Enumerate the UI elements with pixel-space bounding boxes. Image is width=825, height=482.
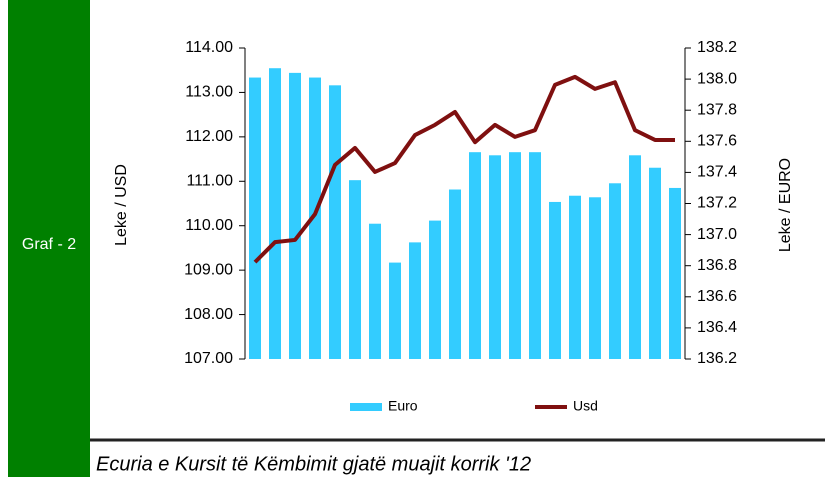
bar <box>469 152 481 359</box>
y2-tick-label: 136.8 <box>697 257 737 274</box>
bar <box>329 85 341 359</box>
bar <box>669 187 681 359</box>
y-tick-label: 113.00 <box>185 84 233 101</box>
side-strip <box>8 0 90 477</box>
y2-tick-label: 137.8 <box>697 101 737 118</box>
y-tick-label: 107.00 <box>184 350 233 367</box>
bar <box>449 189 461 359</box>
legend-label: Usd <box>573 398 598 414</box>
bar <box>429 220 441 359</box>
y2-tick-label: 137.0 <box>697 226 737 243</box>
y-tick-label: 108.00 <box>184 306 233 323</box>
bar <box>549 201 561 359</box>
y2-tick-label: 137.6 <box>697 133 737 150</box>
bar <box>269 68 281 359</box>
y-tick-label: 112.00 <box>185 128 233 145</box>
y2-tick-label: 136.2 <box>697 350 737 367</box>
bar <box>509 152 521 359</box>
bar <box>409 242 421 359</box>
y-tick-label: 110.00 <box>185 217 233 234</box>
side-label: Graf - 2 <box>22 236 76 253</box>
y-axis-label: Leke / USD <box>113 164 130 246</box>
bar <box>649 167 661 359</box>
bar <box>349 180 361 359</box>
y-tick-label: 109.00 <box>184 261 233 278</box>
y2-axis-label: Leke / EURO <box>777 158 794 252</box>
bar <box>609 183 621 359</box>
line <box>253 74 675 264</box>
bar <box>389 262 401 359</box>
bar <box>589 197 601 359</box>
bar <box>369 223 381 359</box>
legend-label: Euro <box>388 398 418 414</box>
y2-tick-label: 138.0 <box>697 70 737 87</box>
y2-tick-label: 137.2 <box>697 195 737 212</box>
y2-tick-label: 136.6 <box>697 288 737 305</box>
y-tick-label: 114.00 <box>185 39 233 56</box>
y-tick-label: 111.00 <box>186 173 233 190</box>
bar <box>529 152 541 359</box>
bar <box>309 77 321 360</box>
bar <box>489 155 501 359</box>
bar <box>629 155 641 359</box>
y2-tick-label: 138.2 <box>697 39 737 56</box>
caption: Ecuria e Kursit të Këmbimit gjatë muajit… <box>96 453 531 475</box>
bar <box>569 195 581 359</box>
bar <box>249 77 261 360</box>
y2-tick-label: 136.4 <box>697 319 737 336</box>
y2-tick-label: 137.4 <box>697 164 737 181</box>
legend-swatch <box>350 403 382 411</box>
bar <box>289 72 301 359</box>
